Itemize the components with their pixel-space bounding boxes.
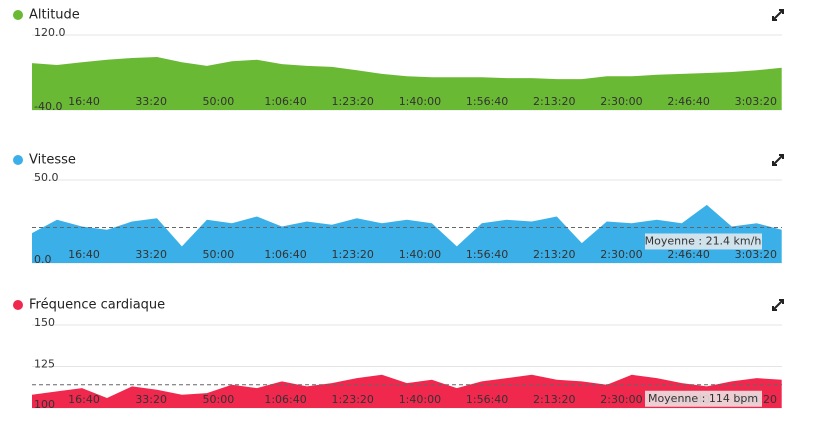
x-tick-label: 1:23:20: [332, 95, 374, 108]
x-tick-label: 1:56:40: [466, 95, 508, 108]
expand-icon[interactable]: [772, 299, 784, 311]
chart-panel: Altitude -40.0 120.0 16:40 33:20 50:00 1:06:40…: [13, 8, 784, 113]
x-tick-label: 2:13:20: [533, 393, 575, 406]
x-tick-label: 2:46:40: [667, 248, 709, 261]
x-tick-label: 1:06:40: [264, 248, 306, 261]
chart-title: Altitude: [29, 8, 80, 23]
y-tick-label: 120.0: [34, 26, 66, 39]
expand-arrows: [772, 299, 784, 311]
expand-arrows: [772, 9, 784, 21]
x-tick-label: 33:20: [135, 248, 167, 261]
x-tick-label: 2:30:00: [600, 95, 642, 108]
x-tick-label: 3:03:20: [735, 95, 777, 108]
x-tick-label: 2:30:00: [600, 393, 642, 406]
x-tick-label: 2:46:40: [667, 95, 709, 108]
chart-title: Vitesse: [29, 153, 76, 168]
expand-arrows: [772, 154, 784, 166]
average-label: Moyenne : 114 bpm: [648, 392, 758, 405]
expand-icon[interactable]: [772, 9, 784, 21]
area: [32, 57, 782, 110]
x-tick-label: 2:13:20: [533, 248, 575, 261]
x-tick-label: 16:40: [68, 393, 100, 406]
x-tick-label: 1:06:40: [264, 393, 306, 406]
legend-dot: [13, 300, 23, 310]
legend-dot: [13, 155, 23, 165]
average-label: Moyenne : 21.4 km/h: [645, 234, 762, 247]
x-tick-label: 2:30:00: [600, 248, 642, 261]
average-label-box: [645, 233, 762, 250]
x-tick-label: 16:40: [68, 95, 100, 108]
y-tick-label: 100: [34, 398, 55, 411]
x-tick-label: 50:00: [203, 393, 235, 406]
x-tick-label: 1:23:20: [332, 393, 374, 406]
chart-panel: Vitesse 0.0 50.0 16:40 33:20 50:00 1:06:40 1:23…: [13, 153, 784, 266]
area: [32, 204, 782, 263]
x-tick-label: 1:56:40: [466, 248, 508, 261]
area: [32, 374, 782, 408]
x-tick-label: 1:40:00: [399, 393, 441, 406]
x-tick-label: 50:00: [203, 95, 235, 108]
y-tick-label: 150: [34, 316, 55, 329]
y-tick-label: -40.0: [34, 100, 62, 113]
legend-dot: [13, 10, 23, 20]
x-tick-label: 16:40: [68, 248, 100, 261]
x-tick-label: 1:40:00: [399, 95, 441, 108]
x-tick-label: 3:03:20: [735, 248, 777, 261]
chart-panel: Fréquence cardiaque 100 125 150 16:40 33:20 50…: [13, 298, 784, 411]
x-tick-label: 33:20: [135, 393, 167, 406]
x-tick-label: 1:23:20: [332, 248, 374, 261]
y-tick-label: 125: [34, 358, 55, 371]
x-tick-label: 2:13:20: [533, 95, 575, 108]
expand-icon[interactable]: [772, 154, 784, 166]
x-tick-label: 1:06:40: [264, 95, 306, 108]
y-tick-label: 50.0: [34, 171, 59, 184]
average-label-box: [645, 390, 762, 407]
chart-title: Fréquence cardiaque: [29, 298, 165, 313]
x-tick-label: 50:00: [203, 248, 235, 261]
x-tick-label: 33:20: [135, 95, 167, 108]
x-tick-label: 1:40:00: [399, 248, 441, 261]
y-tick-label: 0.0: [34, 253, 52, 266]
x-tick-label: 1:56:40: [466, 393, 508, 406]
